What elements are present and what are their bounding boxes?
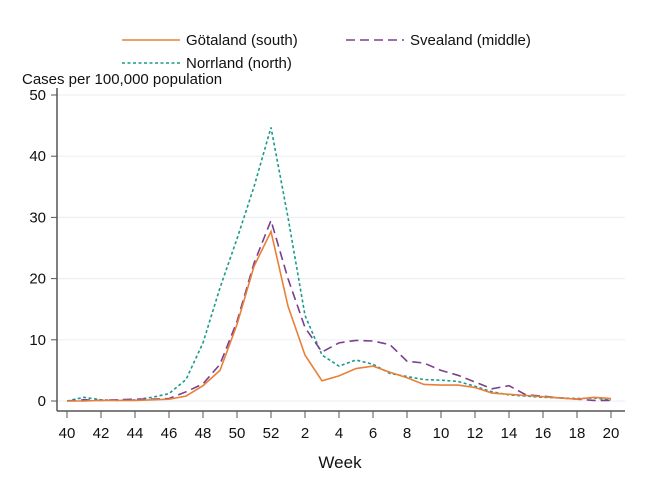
series-line	[67, 229, 612, 402]
y-tick-label: 10	[29, 332, 46, 349]
x-tick-label: 44	[127, 425, 144, 442]
y-tick-label: 30	[29, 209, 46, 226]
x-tick-label: 4	[335, 425, 343, 442]
x-tick-label: 40	[59, 425, 76, 442]
x-tick-label: 12	[467, 425, 484, 442]
x-tick-label: 46	[161, 425, 178, 442]
x-axis-label: Week	[318, 453, 362, 472]
x-tick-label: 20	[603, 425, 620, 442]
y-axis-label: Cases per 100,000 population	[22, 71, 222, 88]
x-tick-label: 14	[501, 425, 518, 442]
legend-label: Norrland (north)	[186, 55, 292, 72]
y-tick-label: 40	[29, 148, 46, 165]
x-tick-label: 8	[403, 425, 411, 442]
series-line	[66, 127, 612, 402]
x-tick-label: 10	[433, 425, 450, 442]
x-tick-label: 16	[535, 425, 552, 442]
series-line	[66, 218, 611, 402]
series-lines	[66, 127, 612, 402]
x-tick-label: 50	[229, 425, 246, 442]
x-tick-label: 6	[369, 425, 377, 442]
x-tick-label: 18	[569, 425, 586, 442]
x-axis: 40 42 44 46 48 50 52 2 4 6 8 10 12 14 16 18 20	[57, 410, 625, 442]
x-tick-label: 48	[195, 425, 212, 442]
x-tick-label: 2	[301, 425, 309, 442]
x-tick-label: 52	[263, 425, 280, 442]
legend: Götaland (south) Svealand (middle) Norrlan…	[122, 32, 531, 72]
x-tick-label: 42	[93, 425, 110, 442]
y-axis: 0 10 20 30 40 50	[29, 87, 58, 411]
y-tick-label: 20	[29, 271, 46, 288]
legend-label: Götaland (south)	[186, 32, 298, 49]
y-tick-label: 0	[38, 393, 46, 410]
gridlines	[57, 94, 625, 402]
legend-label: Svealand (middle)	[410, 32, 531, 49]
y-tick-label: 50	[29, 87, 46, 104]
